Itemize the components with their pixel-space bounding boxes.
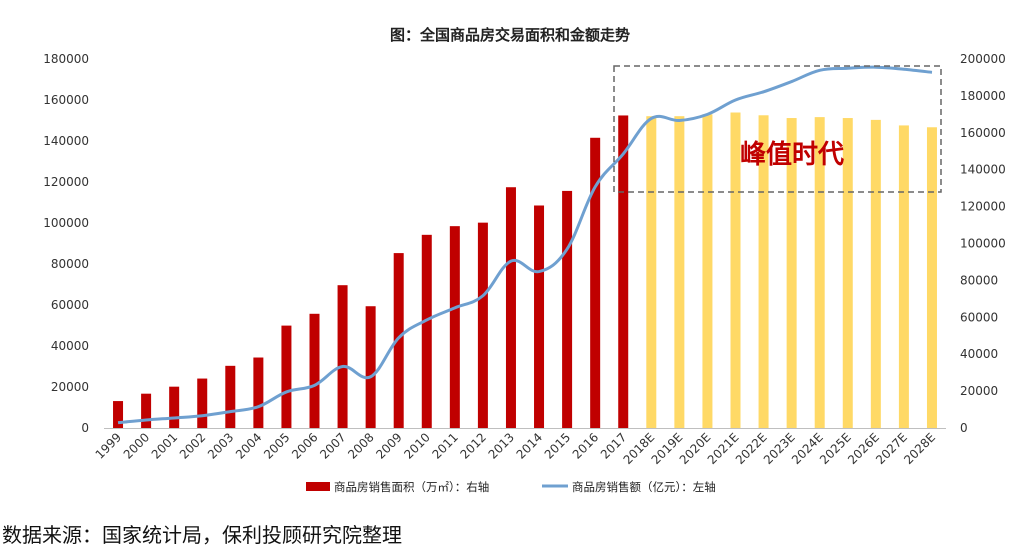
x-axis: 1999200020012002200320042005200620072008… [93, 430, 938, 467]
x-tick-label: 2016 [570, 430, 601, 461]
right-tick-label: 80000 [960, 273, 998, 287]
bar [674, 116, 685, 428]
legend-line-label: 商品房销售额（亿元）：左轴 [572, 480, 716, 494]
right-tick-label: 160000 [960, 126, 1006, 140]
x-tick-label: 2013 [486, 430, 517, 461]
bar [898, 125, 909, 429]
bar [534, 205, 545, 428]
legend-bar-label: 商品房销售面积（万㎡）：右轴 [334, 480, 489, 494]
bar [702, 114, 713, 428]
bar [562, 190, 573, 428]
x-tick-label: 2000 [121, 430, 152, 461]
right-tick-label: 20000 [960, 384, 998, 398]
left-tick-label: 180000 [43, 52, 89, 66]
bar [505, 187, 516, 428]
chart-svg: 图：全国商品房交易面积和金额走势 02000040000600008000010… [43, 26, 1006, 494]
x-tick-label: 2015 [542, 430, 573, 461]
left-tick-label: 40000 [51, 339, 89, 353]
bar [477, 222, 488, 428]
bar [814, 117, 825, 429]
right-axis: 0 20000 40000 60000 80000 100000 120000 140000 1… [960, 52, 1006, 435]
x-tick-label: 2008 [345, 430, 376, 461]
x-tick-label: 2010 [401, 430, 432, 461]
bar [646, 116, 657, 428]
bar [309, 313, 320, 428]
x-tick-label: 2003 [205, 430, 236, 461]
left-tick-label: 60000 [51, 298, 89, 312]
bar [225, 365, 236, 428]
chart-title: 图：全国商品房交易面积和金额走势 [390, 26, 630, 44]
source-note: 数据来源：国家统计局，保利投顾研究院整理 [2, 523, 402, 547]
chart: 图：全国商品房交易面积和金额走势 0 20000 40000 60000 80000 10… [43, 26, 1006, 494]
left-tick-label: 80000 [51, 257, 89, 271]
x-tick-label: 2007 [317, 430, 348, 461]
right-tick-label: 120000 [960, 200, 1006, 214]
right-tick-label: 180000 [960, 89, 1006, 103]
x-tick-label: 2006 [289, 430, 320, 461]
left-tick-label: 120000 [43, 175, 89, 189]
x-tick-label: 2005 [261, 430, 292, 461]
right-tick-label: 140000 [960, 163, 1006, 177]
line-path [117, 65, 933, 425]
bar [337, 285, 348, 428]
x-tick-label: 1999 [93, 430, 124, 461]
left-tick-label: 0 [81, 421, 89, 435]
x-tick-label: 2014 [514, 430, 545, 461]
left-tick-label: 140000 [43, 134, 89, 148]
bar [730, 112, 741, 428]
bar [365, 306, 376, 428]
bar [141, 393, 152, 428]
x-tick-label: 2009 [373, 430, 404, 461]
line-series [117, 65, 933, 425]
bar [870, 119, 881, 428]
bar [421, 234, 432, 428]
peak-era-box [613, 65, 942, 193]
right-tick-label: 100000 [960, 237, 1006, 251]
right-tick-label: 60000 [960, 310, 998, 324]
x-tick-label: 2012 [458, 430, 489, 461]
left-axis: 0 20000 40000 60000 80000 100000 120000 140000 1… [43, 52, 89, 435]
bar [393, 253, 404, 428]
bar [449, 226, 460, 428]
bar [281, 325, 292, 428]
bar [197, 378, 208, 428]
bar [618, 115, 629, 428]
left-tick-label: 160000 [43, 93, 89, 107]
legend: 商品房销售面积（万㎡）：右轴 商品房销售额（亿元）：左轴 [306, 480, 716, 494]
bar [842, 118, 853, 428]
bar [786, 118, 797, 428]
legend-bar-swatch [306, 482, 330, 491]
bar [926, 127, 937, 428]
x-tick-label: 2002 [177, 430, 208, 461]
left-tick-label: 20000 [51, 380, 89, 394]
peak-era-label: 峰值时代 [740, 140, 844, 170]
left-tick-label: 100000 [43, 216, 89, 230]
x-tick-label: 2004 [233, 430, 264, 461]
bar [590, 137, 601, 428]
x-tick-label: 2011 [429, 430, 460, 461]
right-tick-label: 200000 [960, 52, 1006, 66]
bar-series [104, 112, 946, 429]
bar [758, 115, 769, 429]
x-tick-label: 2001 [149, 430, 180, 461]
right-tick-label: 40000 [960, 347, 998, 361]
bar [253, 357, 264, 428]
bar [169, 386, 180, 428]
x-tick-label: 2028E [901, 430, 938, 467]
right-tick-label: 0 [960, 421, 968, 435]
bar [113, 401, 124, 428]
